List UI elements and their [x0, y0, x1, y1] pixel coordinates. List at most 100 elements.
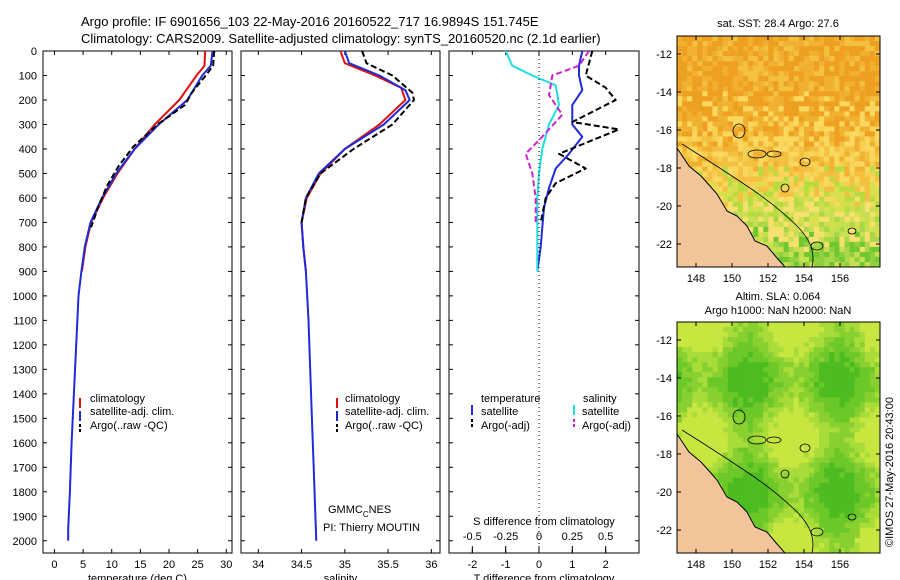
heatmap-cell — [829, 382, 835, 388]
heatmap-cell — [732, 367, 739, 373]
heatmap-cell — [839, 236, 845, 243]
heatmap-cell — [753, 76, 759, 82]
heatmap-cell — [839, 422, 845, 428]
heatmap-cell — [707, 51, 713, 57]
heatmap-cell — [778, 51, 784, 57]
heatmap-cell — [859, 126, 866, 132]
heatmap-cell — [717, 437, 723, 443]
heatmap-cell — [849, 452, 855, 458]
heatmap-cell — [819, 226, 825, 233]
heatmap-cell — [808, 522, 815, 529]
heatmap-cell — [783, 66, 789, 72]
heatmap-cell — [834, 211, 840, 218]
heatmap-cell — [702, 417, 708, 423]
heatmap-cell — [727, 106, 734, 112]
heatmap-cell — [773, 442, 779, 448]
heatmap-cell — [859, 221, 866, 228]
heatmap-cell — [702, 81, 708, 87]
heatmap-cell — [839, 81, 845, 87]
heatmap-cell — [859, 427, 866, 433]
y-tick-label: 300 — [19, 119, 37, 131]
heatmap-cell — [753, 86, 759, 92]
heatmap-cell — [864, 457, 871, 463]
heatmap-cell — [763, 81, 769, 87]
heatmap-cell — [854, 131, 861, 137]
heatmap-cell — [742, 457, 749, 463]
heatmap-cell — [829, 81, 835, 87]
heatmap-cell — [839, 477, 845, 483]
heatmap-cell — [788, 66, 795, 72]
heatmap-cell — [803, 201, 810, 208]
heatmap-cell — [793, 231, 800, 238]
heatmap-cell — [783, 141, 789, 147]
heatmap-cell — [844, 422, 850, 428]
heatmap-cell — [808, 106, 815, 112]
heatmap-cell — [717, 176, 723, 182]
heatmap-cell — [829, 131, 835, 137]
heatmap-cell — [844, 186, 850, 192]
heatmap-cell — [869, 66, 876, 72]
heatmap-cell — [834, 407, 840, 413]
heatmap-cell — [849, 46, 855, 52]
heatmap-cell — [778, 176, 784, 182]
heatmap-cell — [748, 502, 754, 509]
heatmap-cell — [778, 492, 784, 499]
heatmap-cell — [763, 166, 769, 172]
heatmap-cell — [687, 61, 693, 67]
heatmap-cell — [677, 362, 683, 368]
heatmap-cell — [748, 422, 754, 428]
heatmap-cell — [763, 407, 769, 413]
heatmap-cell — [793, 236, 800, 243]
heatmap-cell — [753, 492, 759, 499]
heatmap-cell — [874, 241, 880, 248]
heatmap-cell — [753, 342, 759, 348]
heatmap-cell — [783, 472, 789, 478]
heatmap-cell — [869, 211, 876, 218]
heatmap-cell — [788, 196, 795, 203]
x-tick-label: 10 — [106, 559, 118, 571]
heatmap-cell — [803, 181, 810, 187]
heatmap-cell — [758, 417, 764, 423]
heatmap-cell — [854, 362, 861, 368]
heatmap-cell — [874, 332, 880, 338]
heatmap-cell — [748, 116, 754, 122]
heatmap-cell — [814, 181, 820, 187]
heatmap-cell — [773, 462, 779, 468]
heatmap-cell — [742, 477, 749, 483]
heatmap-cell — [692, 96, 698, 102]
heatmap-cell — [829, 61, 835, 67]
heatmap-cell — [687, 46, 693, 52]
heatmap-cell — [763, 211, 769, 218]
heatmap-cell — [692, 71, 698, 77]
heatmap-cell — [702, 151, 708, 157]
heatmap-cell — [874, 106, 880, 112]
heatmap-cell — [788, 76, 795, 82]
heatmap-cell — [788, 191, 795, 197]
heatmap-cell — [874, 151, 880, 157]
heatmap-cell — [712, 136, 718, 142]
y-tick-label: -20 — [656, 487, 672, 499]
heatmap-cell — [798, 482, 805, 489]
heatmap-cell — [864, 166, 871, 172]
heatmap-cell — [788, 246, 795, 253]
heatmap-cell — [788, 522, 795, 529]
heatmap-cell — [814, 472, 820, 478]
heatmap-cell — [839, 106, 845, 112]
heatmap-cell — [768, 176, 774, 182]
heatmap-cell — [742, 462, 749, 468]
heatmap-cell — [753, 126, 759, 132]
heatmap-cell — [753, 447, 759, 453]
heatmap-cell — [834, 261, 840, 267]
heatmap-cell — [692, 367, 698, 373]
heatmap-cell — [712, 337, 718, 343]
heatmap-cell — [793, 372, 800, 378]
heatmap-cell — [834, 51, 840, 57]
heatmap-cell — [859, 176, 866, 182]
heatmap-cell — [874, 66, 880, 72]
heatmap-cell — [788, 397, 795, 403]
heatmap-cell — [763, 116, 769, 122]
heatmap-cell — [732, 392, 739, 398]
heatmap-cell — [824, 241, 830, 248]
heatmap-cell — [778, 191, 784, 197]
heatmap-cell — [874, 246, 880, 253]
